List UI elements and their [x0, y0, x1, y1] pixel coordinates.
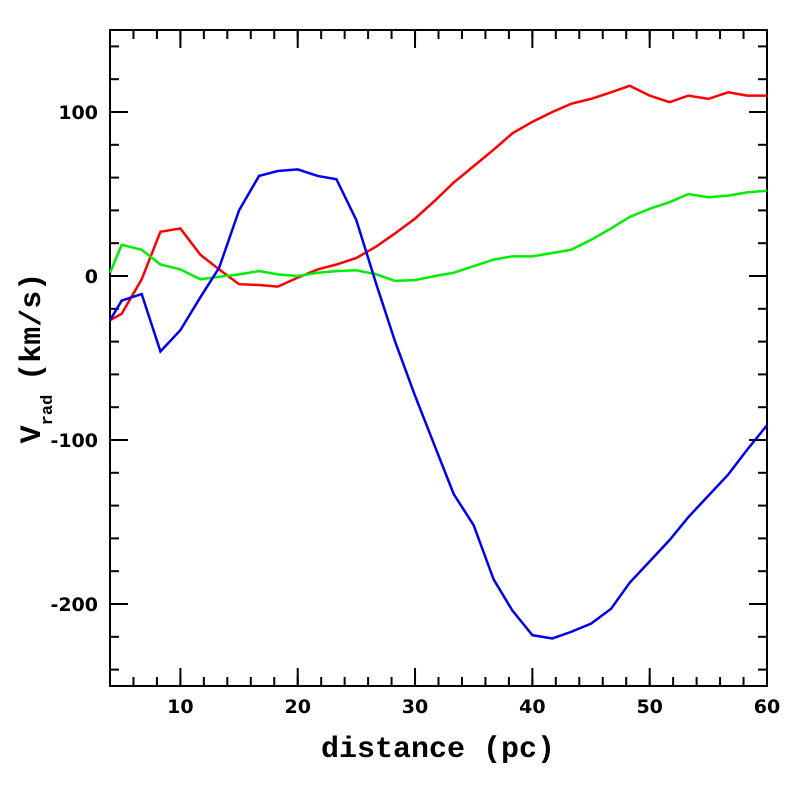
x-tick-label: 10	[167, 696, 193, 718]
x-tick-label: 50	[636, 696, 662, 718]
y-label-main: V	[16, 425, 50, 443]
data-line	[108, 189, 768, 283]
y-label-sub: rad	[39, 395, 58, 426]
y-tick-label: 0	[85, 266, 98, 288]
x-axis-label: distance (pc)	[321, 733, 555, 767]
y-tick-label: -200	[50, 594, 98, 616]
y-label-unit: (km/s)	[16, 273, 50, 381]
x-tick-label: 40	[519, 696, 545, 718]
data-line	[109, 84, 767, 322]
data-line	[108, 168, 768, 640]
x-tick-label: 60	[754, 696, 780, 718]
y-tick-label: 100	[58, 102, 98, 124]
y-axis-label: Vrad (km/s)	[16, 273, 58, 444]
x-tick-label: 20	[284, 696, 310, 718]
x-tick-label: 30	[402, 696, 428, 718]
y-tick-label: -100	[50, 430, 98, 452]
plot-frame	[109, 29, 768, 687]
